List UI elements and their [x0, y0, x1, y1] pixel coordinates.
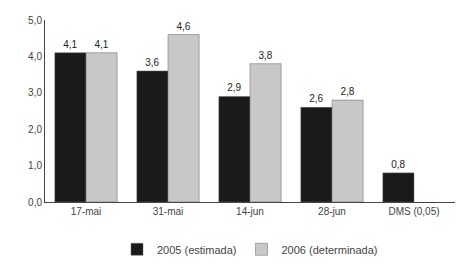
svg-text:14-jun: 14-jun: [236, 206, 264, 217]
svg-text:28-jun: 28-jun: [318, 206, 346, 217]
svg-text:3,6: 3,6: [145, 57, 159, 68]
svg-text:2,0: 2,0: [28, 124, 42, 135]
svg-text:1,0: 1,0: [28, 160, 42, 171]
svg-text:3,0: 3,0: [28, 87, 42, 98]
svg-text:4,1: 4,1: [63, 39, 77, 50]
svg-text:17-mai: 17-mai: [71, 206, 102, 217]
svg-text:0,0: 0,0: [28, 197, 42, 208]
svg-text:3,8: 3,8: [258, 50, 272, 61]
svg-text:0,8: 0,8: [391, 159, 405, 170]
svg-text:31-mai: 31-mai: [153, 206, 184, 217]
svg-text:4,0: 4,0: [28, 51, 42, 62]
svg-text:5,0: 5,0: [28, 15, 42, 26]
svg-text:2,6: 2,6: [309, 93, 323, 104]
svg-text:DMS (0,05): DMS (0,05): [388, 206, 439, 217]
svg-text:4,6: 4,6: [176, 21, 190, 32]
svg-text:2,9: 2,9: [227, 82, 241, 93]
svg-text:2005 (estimada): 2005 (estimada): [157, 244, 237, 256]
svg-text:4,1: 4,1: [94, 39, 108, 50]
svg-text:2,8: 2,8: [340, 86, 354, 97]
svg-text:2006 (determinada): 2006 (determinada): [282, 244, 378, 256]
